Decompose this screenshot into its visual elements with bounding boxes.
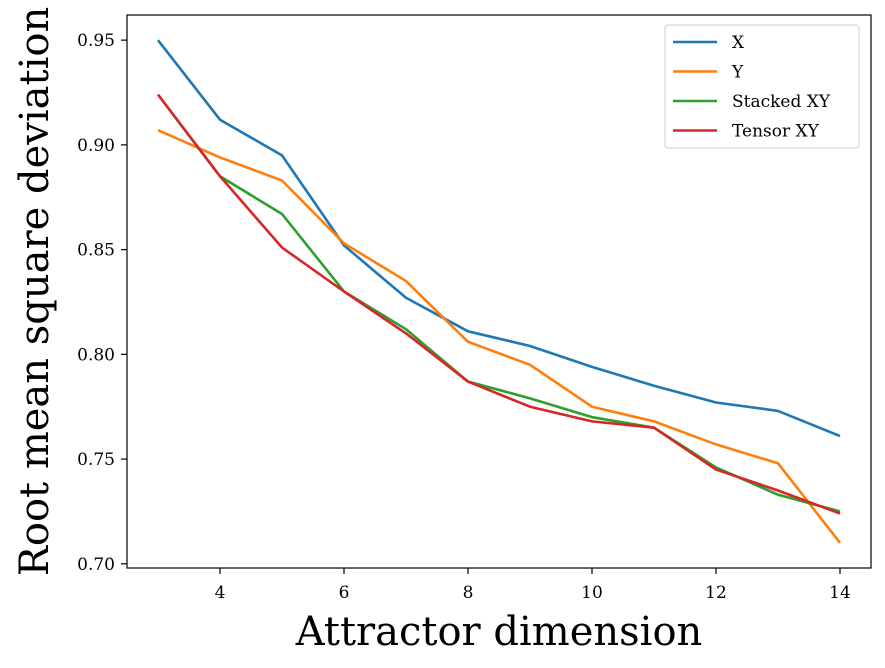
legend-label-0: X [732, 33, 745, 53]
legend-label-3: Tensor XY [732, 122, 820, 142]
legend-label-1: Y [731, 63, 744, 83]
x-tick-label-1: 6 [339, 583, 350, 603]
y-tick-label-3: 0.85 [77, 241, 115, 261]
x-tick-label-2: 8 [463, 583, 474, 603]
x-tick-label-3: 10 [581, 583, 603, 603]
series-line-1 [157, 129, 842, 544]
legend-label-2: Stacked XY [732, 92, 831, 112]
legend-box [664, 24, 860, 149]
y-tick-label-5: 0.95 [77, 31, 115, 51]
x-axis: 4 6 8 10 12 14 [215, 568, 851, 603]
series-line-2 [156, 93, 841, 513]
legend-entries: XY Stacked XY Tensor XY [673, 33, 831, 142]
y-axis-label: Root mean square deviation [12, 7, 58, 576]
plot-frame [126, 14, 872, 569]
y-tick-label-0: 0.70 [77, 555, 115, 575]
x-axis-label: Attractor dimension [295, 609, 703, 655]
plot-area [126, 14, 872, 569]
y-tick-label-2: 0.80 [77, 345, 115, 365]
legend: XY Stacked XY Tensor XY [664, 24, 860, 149]
series-layer [156, 39, 842, 544]
x-tick-label-0: 4 [215, 583, 226, 603]
series-line-0 [156, 39, 841, 438]
y-tick-label-1: 0.75 [77, 450, 115, 470]
y-tick-label-4: 0.90 [77, 136, 115, 156]
x-tick-label-4: 12 [705, 583, 727, 603]
y-axis: 0.70 0.75 0.80 0.85 0.90 0.95 [77, 31, 127, 575]
series-line-3 [156, 93, 841, 515]
x-tick-label-5: 14 [829, 583, 851, 603]
